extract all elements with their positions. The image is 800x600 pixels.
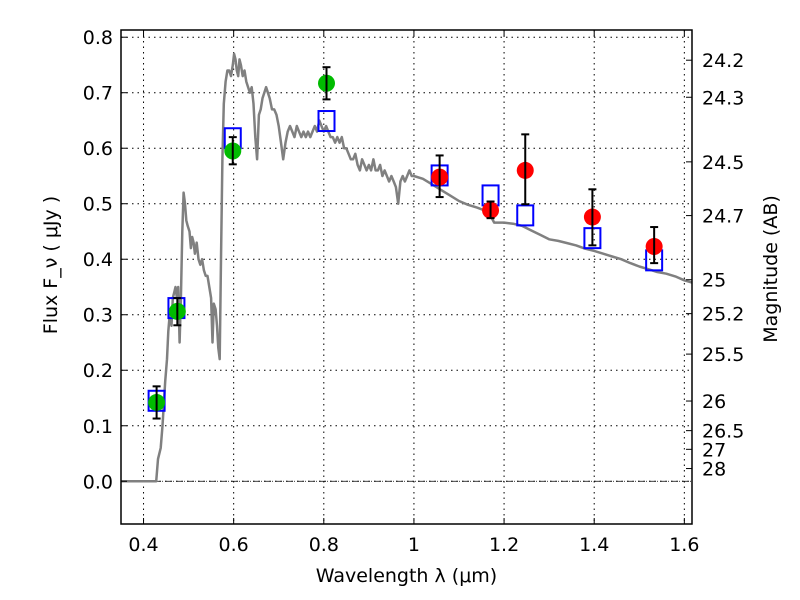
right-tick-label: 24.7	[702, 206, 744, 228]
y-tick-label: 0.0	[83, 471, 113, 493]
y-tick-label: 0.7	[83, 83, 113, 105]
y-tick-labels: 0.0 0.1 0.2 0.3 0.4 0.5 0.6 0.7 0.8	[83, 27, 113, 493]
model-photometry-square	[516, 204, 535, 227]
right-tick-label: 28	[702, 459, 726, 481]
right-axis-label: Magnitude (AB)	[760, 195, 782, 343]
y-tick-label: 0.4	[83, 249, 113, 271]
right-tick-label: 25.2	[702, 304, 744, 326]
y-tick-label: 0.8	[83, 27, 113, 49]
model-spectrum-layer	[121, 52, 693, 483]
x-tick-label: 1.6	[669, 534, 699, 556]
y-tick-label: 0.2	[83, 360, 113, 382]
model-photometry-square	[317, 110, 336, 133]
right-tick-label: 26	[702, 391, 726, 413]
right-tick-label: 27	[702, 439, 726, 461]
y-tick-label: 0.1	[83, 416, 113, 438]
axis-ticks	[121, 30, 692, 524]
data-markers-layer	[147, 66, 664, 420]
x-tick-label: 1.4	[579, 534, 609, 556]
y-tick-label: 0.6	[83, 138, 113, 160]
right-tick-label: 24.3	[702, 87, 744, 109]
right-tick-label: 26.5	[702, 421, 744, 443]
right-tick-label: 25.5	[702, 344, 744, 366]
x-axis-label: Wavelength λ (μm)	[316, 565, 497, 587]
spectrum-line	[121, 52, 693, 483]
plot-frame	[120, 29, 693, 525]
x-tick-labels: 0.4 0.6 0.8 1 1.2 1.4 1.6	[128, 534, 699, 556]
x-tick-label: 0.8	[309, 534, 339, 556]
y-tick-label: 0.5	[83, 194, 113, 216]
x-tick-label: 0.6	[219, 534, 249, 556]
y-axis-label: Flux F_ν ( μJy )	[40, 196, 62, 334]
x-tick-label: 1.2	[489, 534, 519, 556]
right-tick-label: 25	[702, 270, 726, 292]
right-tick-label: 24.2	[702, 50, 744, 72]
y-tick-label: 0.3	[83, 305, 113, 327]
x-tick-label: 0.4	[128, 534, 158, 556]
right-tick-label: 24.5	[702, 152, 744, 174]
x-tick-label: 1	[408, 534, 420, 556]
